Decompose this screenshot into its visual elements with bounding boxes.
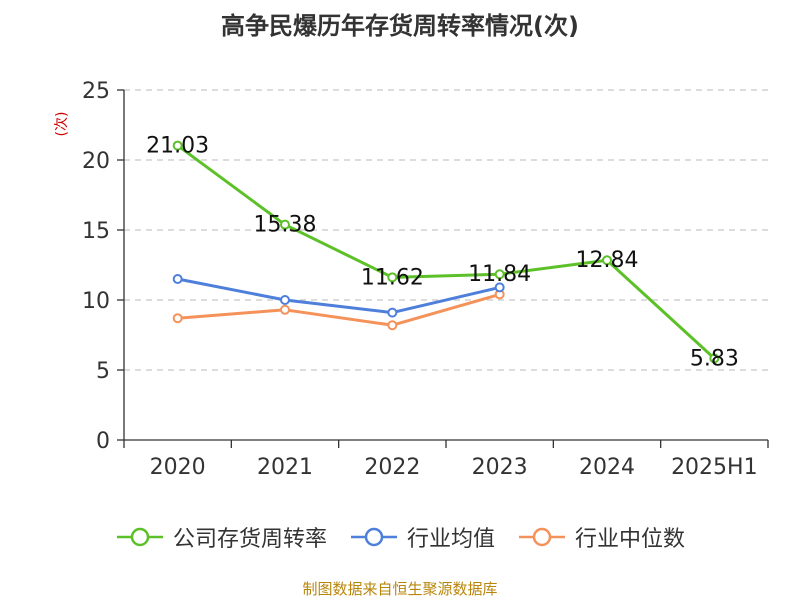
data-labels: 21.03 15.38 11.62 11.84 12.84 5.83	[146, 134, 739, 372]
data-point	[172, 313, 183, 324]
axes: 0 5 10 15 20 25 2020 2021 2022 2023 2024 2025H1	[82, 79, 769, 480]
y-tick-label: 15	[82, 219, 110, 244]
data-point	[602, 255, 612, 266]
legend-item[interactable]: 行业中位数	[517, 521, 685, 553]
legend-marker-icon	[350, 527, 397, 547]
legend: 公司存货周转率 行业均值 行业中位数	[0, 520, 800, 554]
data-point	[280, 295, 290, 305]
legend-item[interactable]: 公司存货周转率	[115, 521, 327, 553]
data-point	[494, 282, 505, 293]
y-tick-label: 5	[96, 359, 110, 384]
legend-circle	[130, 527, 150, 547]
legend-label: 行业中位数	[575, 527, 686, 552]
data-label: 11.62	[361, 265, 424, 290]
series-line	[177, 277, 501, 315]
y-tick-label: 10	[82, 289, 110, 314]
x-tick-label: 2020	[150, 455, 206, 480]
data-point	[494, 269, 505, 280]
legend-circle	[532, 527, 552, 547]
legend-label: 公司存货周转率	[172, 527, 327, 552]
data-point	[172, 140, 183, 151]
data-label: 12.84	[576, 248, 639, 273]
y-unit-label: (次)	[54, 112, 70, 137]
series-line	[177, 292, 501, 327]
data-point	[280, 304, 290, 315]
legend-item[interactable]: 行业均值	[349, 521, 495, 553]
source-note: 制图数据来自恒生聚源数据库	[302, 580, 498, 598]
grid-lines	[124, 89, 768, 371]
data-label: 5.83	[690, 346, 739, 371]
y-tick-label: 0	[96, 429, 110, 454]
x-tick-label: 2023	[472, 455, 528, 480]
x-tick-label: 2021	[257, 455, 313, 480]
x-tick-label: 2022	[364, 455, 420, 480]
legend-label: 行业均值	[406, 527, 495, 552]
data-point	[387, 320, 398, 331]
x-tick-label: 2024	[579, 455, 635, 480]
legend-marker-icon	[116, 527, 163, 547]
data-point	[172, 274, 183, 284]
series-line	[176, 144, 716, 360]
data-point	[387, 272, 398, 283]
data-label: 11.84	[468, 262, 531, 287]
data-label: 15.38	[254, 213, 317, 238]
legend-marker-icon	[519, 527, 565, 547]
series-lines	[172, 140, 720, 364]
y-tick-label: 25	[82, 79, 110, 104]
data-label: 21.03	[146, 134, 209, 159]
y-tick-label: 20	[82, 149, 110, 174]
chart-title: 高争民爆历年存货周转率情况(次)	[221, 12, 579, 40]
legend-circle	[364, 527, 384, 547]
data-point	[387, 307, 398, 318]
x-tick-label: 2025H1	[671, 455, 758, 480]
data-point	[709, 353, 720, 364]
data-point	[280, 219, 290, 230]
